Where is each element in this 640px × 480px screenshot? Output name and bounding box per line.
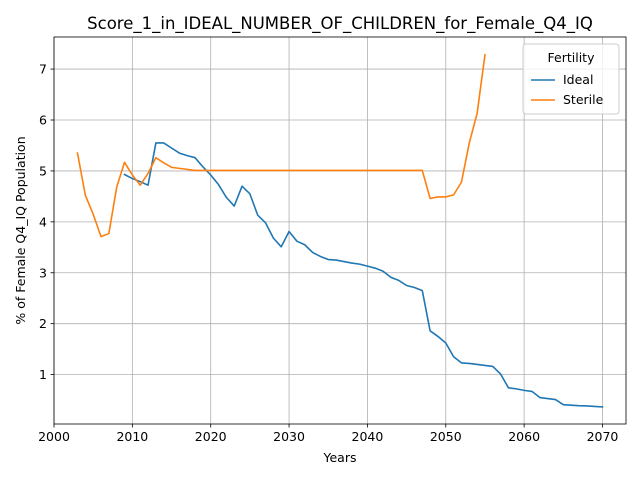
y-tick-label: 6 <box>39 113 47 128</box>
legend-title: Fertility <box>548 50 596 65</box>
x-tick-label: 2000 <box>38 429 70 444</box>
legend-label-ideal: Ideal <box>563 72 593 87</box>
y-tick-label: 5 <box>39 163 47 178</box>
chart-title: Score_1_in_IDEAL_NUMBER_OF_CHILDREN_for_… <box>87 14 593 34</box>
x-axis-label: Years <box>323 450 357 465</box>
y-axis-label: % of Female Q4_IQ Population <box>13 136 28 324</box>
x-axis-ticks: 2000 2010 2020 2030 2040 2050 2060 2070 <box>38 424 618 444</box>
x-tick-label: 2010 <box>116 429 148 444</box>
plot-area-frame <box>53 36 627 425</box>
x-tick-label: 2030 <box>273 429 305 444</box>
y-tick-label: 1 <box>39 367 47 382</box>
y-tick-label: 3 <box>39 265 47 280</box>
legend: Fertility Ideal Sterile <box>522 43 620 115</box>
legend-box <box>522 43 620 115</box>
x-tick-label: 2060 <box>508 429 540 444</box>
x-tick-label: 2040 <box>352 429 384 444</box>
series-line-ideal <box>123 142 604 408</box>
y-tick-label: 7 <box>39 62 47 77</box>
legend-items: Ideal Sterile <box>531 72 604 107</box>
x-tick-label: 2020 <box>195 429 227 444</box>
series-line-sterile <box>76 53 486 238</box>
y-tick-label: 4 <box>39 214 47 229</box>
legend-label-sterile: Sterile <box>563 92 604 107</box>
y-tick-label: 2 <box>39 316 47 331</box>
series-layer <box>76 53 604 408</box>
x-tick-label: 2050 <box>430 429 462 444</box>
y-axis-ticks: 1 2 3 4 5 6 7 <box>39 62 54 382</box>
x-tick-label: 2070 <box>587 429 619 444</box>
